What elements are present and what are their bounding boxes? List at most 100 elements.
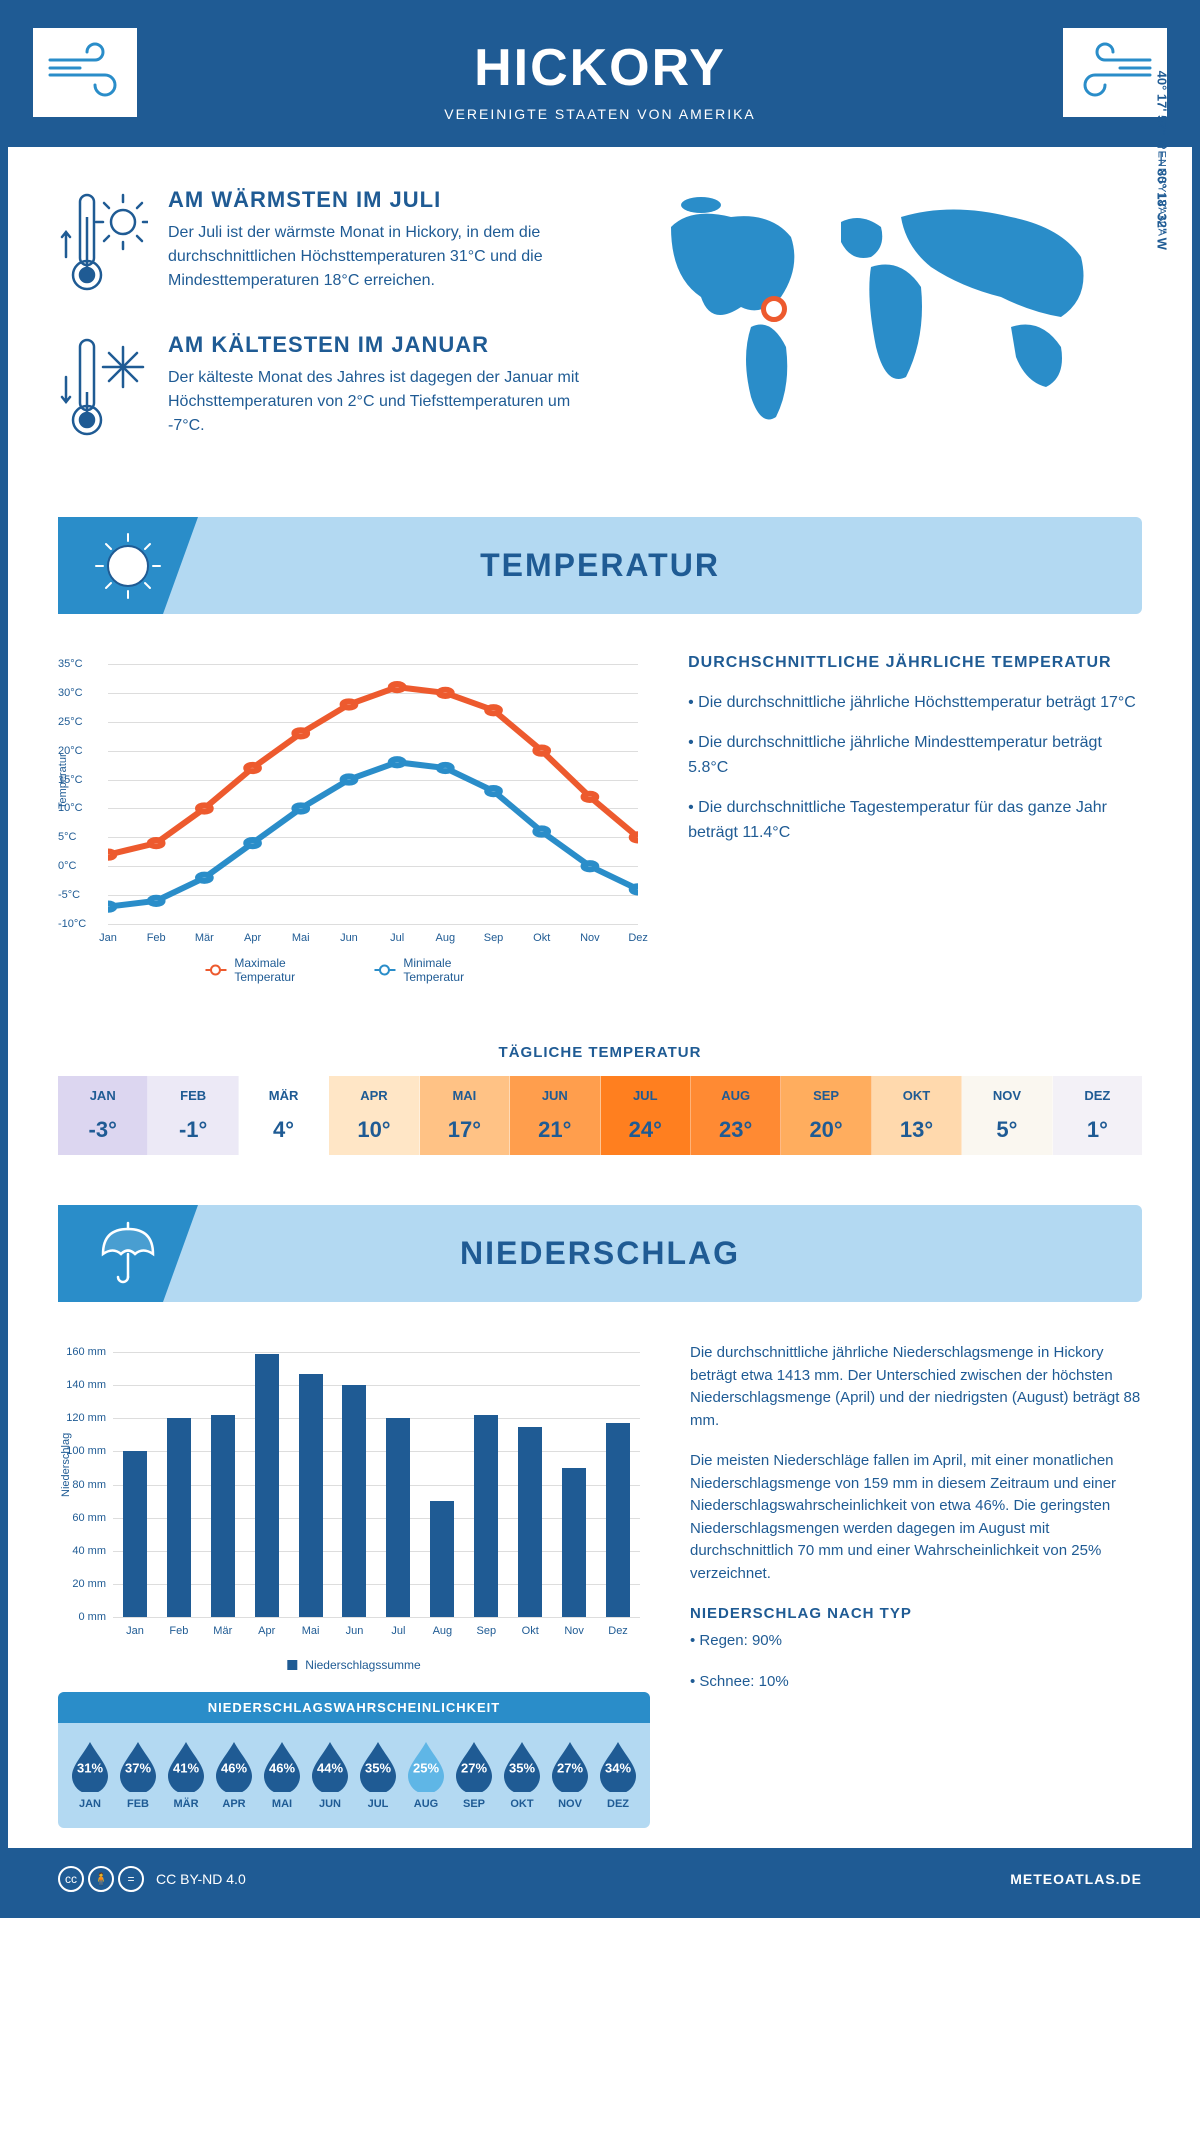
daily-month: SEP xyxy=(781,1088,870,1103)
precip-bar xyxy=(211,1415,235,1617)
temp-xtick: Dez xyxy=(628,932,648,944)
coldest-text: AM KÄLTESTEN IM JANUAR Der kälteste Mona… xyxy=(168,332,580,447)
temp-xtick: Mai xyxy=(292,932,310,944)
probability-item: 34% DEZ xyxy=(596,1738,640,1810)
daily-month: AUG xyxy=(691,1088,780,1103)
daily-value: -1° xyxy=(148,1117,237,1143)
temperature-header: TEMPERATUR xyxy=(58,517,1142,614)
precip-ytick: 120 mm xyxy=(58,1412,106,1424)
probability-box: NIEDERSCHLAGSWAHRSCHEINLICHKEIT 31% JAN … xyxy=(58,1692,650,1828)
precipitation-body: Niederschlag Niederschlagssumme 0 mm20 m… xyxy=(8,1302,1192,1848)
probability-month: JUN xyxy=(308,1798,352,1810)
daily-value: 20° xyxy=(781,1117,870,1143)
temp-xtick: Nov xyxy=(580,932,600,944)
temp-bullet: • Die durchschnittliche jährliche Höchst… xyxy=(688,690,1142,716)
probability-value: 41% xyxy=(173,1760,199,1775)
probability-value: 34% xyxy=(605,1760,631,1775)
precip-type-bullet: • Schnee: 10% xyxy=(690,1671,1142,1694)
precip-legend: Niederschlagssumme xyxy=(287,1658,420,1672)
daily-value: 21° xyxy=(510,1117,599,1143)
location-marker xyxy=(761,296,787,322)
probability-item: 46% APR xyxy=(212,1738,256,1810)
temp-ytick: 30°C xyxy=(58,687,83,699)
temperature-title: TEMPERATUR xyxy=(58,547,1142,584)
drop-icon: 31% xyxy=(68,1738,112,1792)
cc-icons: cc 🧍 = xyxy=(58,1866,144,1892)
nd-icon: = xyxy=(118,1866,144,1892)
temp-ytick: 10°C xyxy=(58,802,83,814)
precip-xtick: Mai xyxy=(302,1625,320,1637)
sun-icon xyxy=(58,517,198,614)
umbrella-icon xyxy=(58,1205,198,1302)
footer: cc 🧍 = CC BY-ND 4.0 METEOATLAS.DE xyxy=(8,1848,1192,1910)
drop-icon: 27% xyxy=(452,1738,496,1792)
precip-bar xyxy=(123,1451,147,1617)
temp-ytick: 0°C xyxy=(58,860,76,872)
daily-cell: DEZ1° xyxy=(1053,1076,1142,1155)
precip-xtick: Jun xyxy=(346,1625,364,1637)
daily-value: -3° xyxy=(58,1117,147,1143)
daily-value: 4° xyxy=(239,1117,328,1143)
drop-icon: 25% xyxy=(404,1738,448,1792)
temperature-body: Temperatur Maximale Temperatur Minimale … xyxy=(8,614,1192,1024)
daily-cell: FEB-1° xyxy=(148,1076,238,1155)
header: HICKORY VEREINIGTE STAATEN VON AMERIKA xyxy=(8,8,1192,147)
temp-xtick: Sep xyxy=(484,932,504,944)
legend-min: Minimale Temperatur xyxy=(403,956,500,984)
temp-legend: Maximale Temperatur Minimale Temperatur xyxy=(206,956,501,984)
precip-type-bullet: • Regen: 90% xyxy=(690,1630,1142,1653)
precip-ytick: 0 mm xyxy=(58,1611,106,1623)
daily-cell: AUG 23° xyxy=(691,1076,781,1155)
probability-item: 44% JUN xyxy=(308,1738,352,1810)
daily-value: 23° xyxy=(691,1117,780,1143)
precip-ytick: 100 mm xyxy=(58,1445,106,1457)
daily-month: MÄR xyxy=(239,1088,328,1103)
thermometer-hot-icon xyxy=(58,187,148,302)
probability-month: FEB xyxy=(116,1798,160,1810)
intro-section: AM WÄRMSTEN IM JULI Der Juli ist der wär… xyxy=(8,147,1192,517)
daily-cell: MAI17° xyxy=(420,1076,510,1155)
temp-xtick: Jul xyxy=(390,932,404,944)
precip-ytick: 20 mm xyxy=(58,1578,106,1590)
precipitation-header: NIEDERSCHLAG xyxy=(58,1205,1142,1302)
precip-bar xyxy=(342,1385,366,1617)
precip-bar xyxy=(606,1423,630,1617)
precipitation-left: Niederschlag Niederschlagssumme 0 mm20 m… xyxy=(58,1342,650,1828)
probability-value: 44% xyxy=(317,1760,343,1775)
infographic-page: HICKORY VEREINIGTE STAATEN VON AMERIKA A… xyxy=(0,0,1200,1918)
precip-ytick: 40 mm xyxy=(58,1545,106,1557)
probability-month: MÄR xyxy=(164,1798,208,1810)
cc-icon: cc xyxy=(58,1866,84,1892)
probability-item: 35% JUL xyxy=(356,1738,400,1810)
probability-month: OKT xyxy=(500,1798,544,1810)
probability-item: 27% NOV xyxy=(548,1738,592,1810)
precip-type-title: NIEDERSCHLAG NACH TYP xyxy=(690,1605,1142,1622)
coordinates: 40° 17' 57" N — 80° 18' 32" W xyxy=(1155,71,1170,250)
probability-value: 27% xyxy=(557,1760,583,1775)
map-block: PENNSYLVANIA 40° 17' 57" N — 80° 18' 32"… xyxy=(620,187,1142,477)
daily-month: NOV xyxy=(962,1088,1051,1103)
warmest-desc: Der Juli ist der wärmste Monat in Hickor… xyxy=(168,221,580,293)
precip-xtick: Apr xyxy=(258,1625,275,1637)
daily-month: JUN xyxy=(510,1088,599,1103)
wind-icon-left xyxy=(33,28,137,117)
probability-month: AUG xyxy=(404,1798,448,1810)
precip-ytick: 160 mm xyxy=(58,1346,106,1358)
warmest-text: AM WÄRMSTEN IM JULI Der Juli ist der wär… xyxy=(168,187,580,302)
precip-ytick: 80 mm xyxy=(58,1479,106,1491)
probability-value: 35% xyxy=(509,1760,535,1775)
wind-icon-right xyxy=(1063,28,1167,117)
temp-xtick: Jan xyxy=(99,932,117,944)
temp-ytick: 15°C xyxy=(58,774,83,786)
precipitation-chart: Niederschlag Niederschlagssumme 0 mm20 m… xyxy=(58,1342,650,1672)
temp-ytick: 20°C xyxy=(58,745,83,757)
drop-icon: 46% xyxy=(212,1738,256,1792)
temp-info-title: DURCHSCHNITTLICHE JÄHRLICHE TEMPERATUR xyxy=(688,654,1142,672)
precip-xtick: Nov xyxy=(564,1625,584,1637)
world-map xyxy=(620,187,1142,447)
temp-ytick: -10°C xyxy=(58,918,86,930)
probability-month: MAI xyxy=(260,1798,304,1810)
drop-icon: 34% xyxy=(596,1738,640,1792)
temp-ytick: -5°C xyxy=(58,889,80,901)
daily-month: OKT xyxy=(872,1088,961,1103)
